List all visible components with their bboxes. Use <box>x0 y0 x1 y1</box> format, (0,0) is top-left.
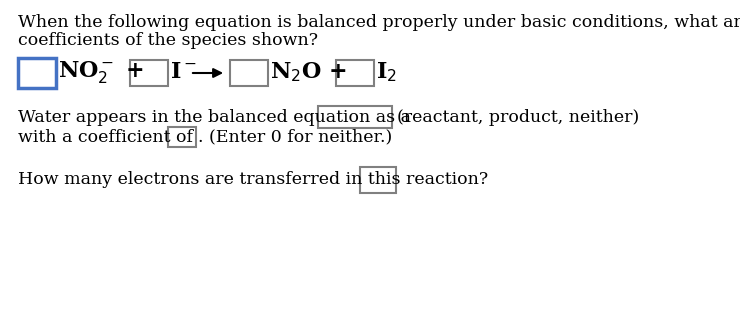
Text: I$_2$: I$_2$ <box>376 60 397 84</box>
Text: When the following equation is balanced properly under basic conditions, what ar: When the following equation is balanced … <box>18 14 740 31</box>
Bar <box>168 127 196 147</box>
Text: (reactant, product, neither): (reactant, product, neither) <box>397 108 639 126</box>
Text: How many electrons are transferred in this reaction?: How many electrons are transferred in th… <box>18 171 488 188</box>
Text: coefficients of the species shown?: coefficients of the species shown? <box>18 32 318 49</box>
Bar <box>130 60 168 86</box>
Text: . (Enter 0 for neither.): . (Enter 0 for neither.) <box>198 129 392 145</box>
Text: NO$_2^-$ +: NO$_2^-$ + <box>58 59 144 85</box>
Text: N$_2$O +: N$_2$O + <box>270 60 346 84</box>
Bar <box>360 167 396 193</box>
Text: I$^-$: I$^-$ <box>170 61 197 83</box>
Bar <box>336 60 374 86</box>
Bar <box>18 58 56 88</box>
Bar <box>318 106 392 128</box>
Text: Water appears in the balanced equation as a: Water appears in the balanced equation a… <box>18 108 411 126</box>
Text: with a coefficient of: with a coefficient of <box>18 129 193 145</box>
Bar <box>230 60 268 86</box>
